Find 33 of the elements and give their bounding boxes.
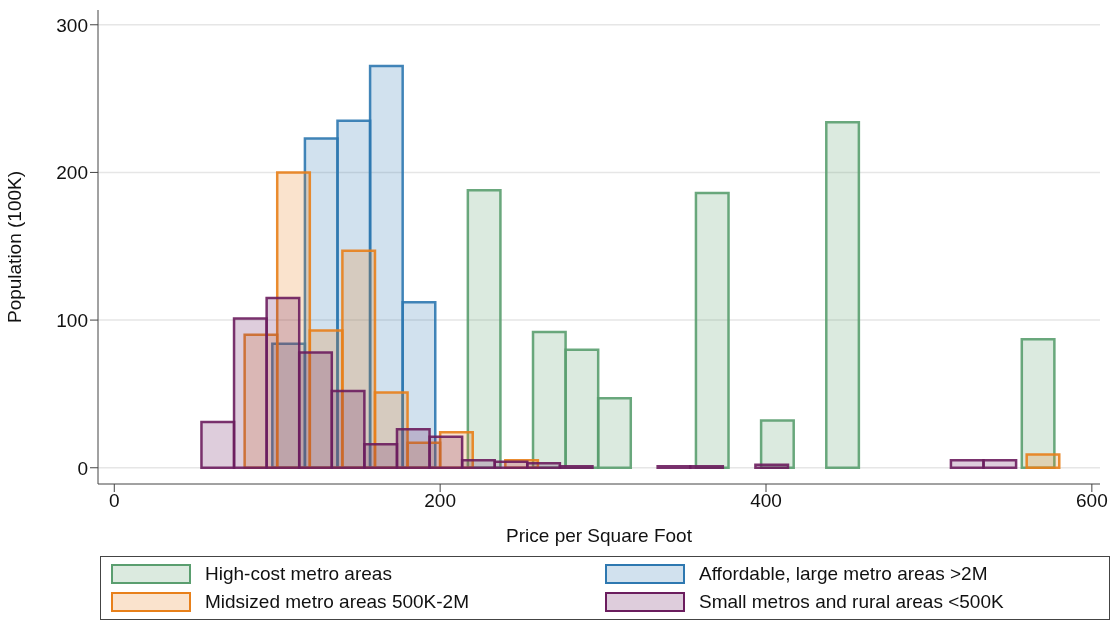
bar bbox=[363, 442, 399, 470]
bar bbox=[694, 191, 730, 470]
x-axis-title: Price per Square Foot bbox=[506, 525, 693, 546]
bar bbox=[460, 459, 496, 470]
bar bbox=[265, 296, 301, 470]
bar bbox=[330, 389, 366, 470]
y-tick-label: 100 bbox=[56, 309, 88, 331]
y-tick-label: 0 bbox=[77, 457, 88, 479]
bar bbox=[297, 351, 334, 470]
bar bbox=[982, 459, 1018, 470]
bar bbox=[825, 120, 861, 470]
bar bbox=[754, 463, 790, 470]
bar bbox=[564, 348, 600, 470]
y-tick-label: 200 bbox=[56, 162, 88, 184]
bar bbox=[526, 462, 562, 470]
bar bbox=[232, 317, 268, 470]
legend-label: Affordable, large metro areas >2M bbox=[699, 563, 988, 585]
legend-label: Midsized metro areas 500K-2M bbox=[205, 591, 469, 613]
bar bbox=[949, 459, 985, 470]
bar bbox=[759, 419, 795, 470]
x-tick-label: 400 bbox=[750, 490, 782, 512]
y-tick-label: 300 bbox=[56, 14, 88, 36]
x-tick-label: 200 bbox=[424, 490, 456, 512]
bar bbox=[493, 460, 529, 470]
bar bbox=[395, 428, 431, 470]
legend-label: Small metros and rural areas <500K bbox=[699, 591, 1004, 613]
bar bbox=[200, 420, 236, 470]
legend-label: High-cost metro areas bbox=[205, 563, 392, 585]
x-tick-label: 0 bbox=[109, 490, 120, 512]
bar bbox=[428, 435, 464, 470]
bar bbox=[596, 397, 633, 470]
x-tick-label: 600 bbox=[1076, 490, 1108, 512]
bar bbox=[1025, 453, 1061, 470]
